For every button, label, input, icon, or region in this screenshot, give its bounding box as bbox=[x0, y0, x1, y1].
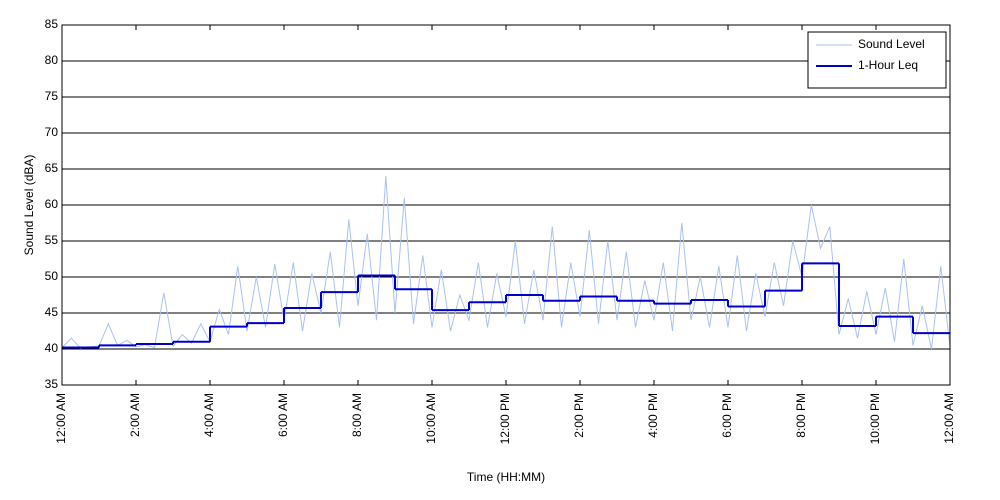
y-tick-label: 75 bbox=[45, 89, 59, 103]
legend-label: 1-Hour Leq bbox=[858, 58, 918, 72]
x-tick-label: 8:00 PM bbox=[794, 393, 808, 438]
y-tick-label: 65 bbox=[45, 161, 59, 175]
x-tick-label: 12:00 AM bbox=[942, 393, 956, 444]
x-tick-label: 6:00 PM bbox=[720, 393, 734, 438]
y-tick-label: 55 bbox=[45, 233, 59, 247]
y-tick-label: 60 bbox=[45, 197, 59, 211]
x-tick-label: 4:00 AM bbox=[202, 393, 216, 437]
y-axis-label: Sound Level (dBA) bbox=[22, 155, 36, 256]
y-tick-label: 45 bbox=[45, 305, 59, 319]
y-tick-label: 50 bbox=[45, 269, 59, 283]
plot-frame bbox=[61, 24, 951, 386]
x-tick-label: 10:00 AM bbox=[424, 393, 438, 444]
x-tick-label: 12:00 AM bbox=[54, 393, 68, 444]
y-tick-label: 85 bbox=[45, 17, 59, 31]
x-tick-label: 10:00 PM bbox=[868, 393, 882, 444]
y-tick-label: 70 bbox=[45, 125, 59, 139]
x-tick-label: 12:00 PM bbox=[498, 393, 512, 444]
legend-label: Sound Level bbox=[858, 37, 925, 51]
y-tick-label: 80 bbox=[45, 53, 59, 67]
x-tick-label: 2:00 AM bbox=[128, 393, 142, 437]
legend-box bbox=[807, 31, 947, 89]
x-tick-label: 4:00 PM bbox=[646, 393, 660, 438]
x-axis-label: Time (HH:MM) bbox=[467, 470, 545, 484]
x-tick-label: 8:00 AM bbox=[350, 393, 364, 437]
y-tick-label: 35 bbox=[45, 377, 59, 391]
x-tick-label: 2:00 PM bbox=[572, 393, 586, 438]
x-tick-label: 6:00 AM bbox=[276, 393, 290, 437]
y-tick-label: 40 bbox=[45, 341, 59, 355]
